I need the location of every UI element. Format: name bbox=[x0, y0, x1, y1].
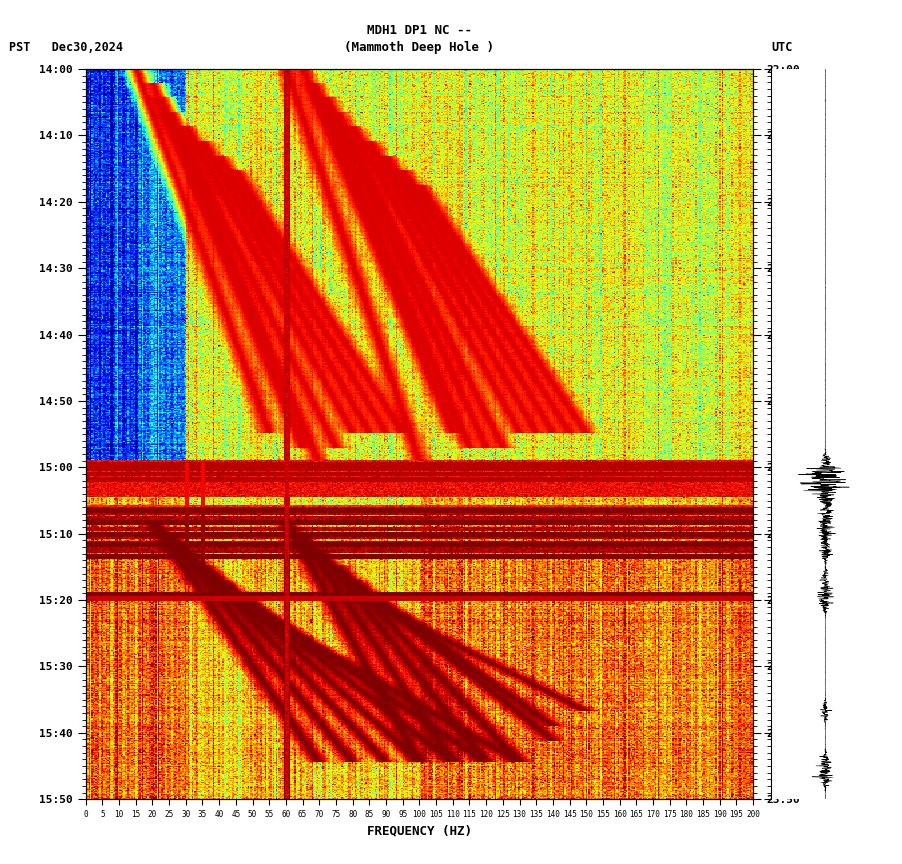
Text: (Mammoth Deep Hole ): (Mammoth Deep Hole ) bbox=[345, 41, 494, 54]
X-axis label: FREQUENCY (HZ): FREQUENCY (HZ) bbox=[367, 824, 472, 837]
Text: PST   Dec30,2024: PST Dec30,2024 bbox=[9, 41, 123, 54]
Text: MDH1 DP1 NC --: MDH1 DP1 NC -- bbox=[367, 24, 472, 37]
Text: UTC: UTC bbox=[771, 41, 793, 54]
